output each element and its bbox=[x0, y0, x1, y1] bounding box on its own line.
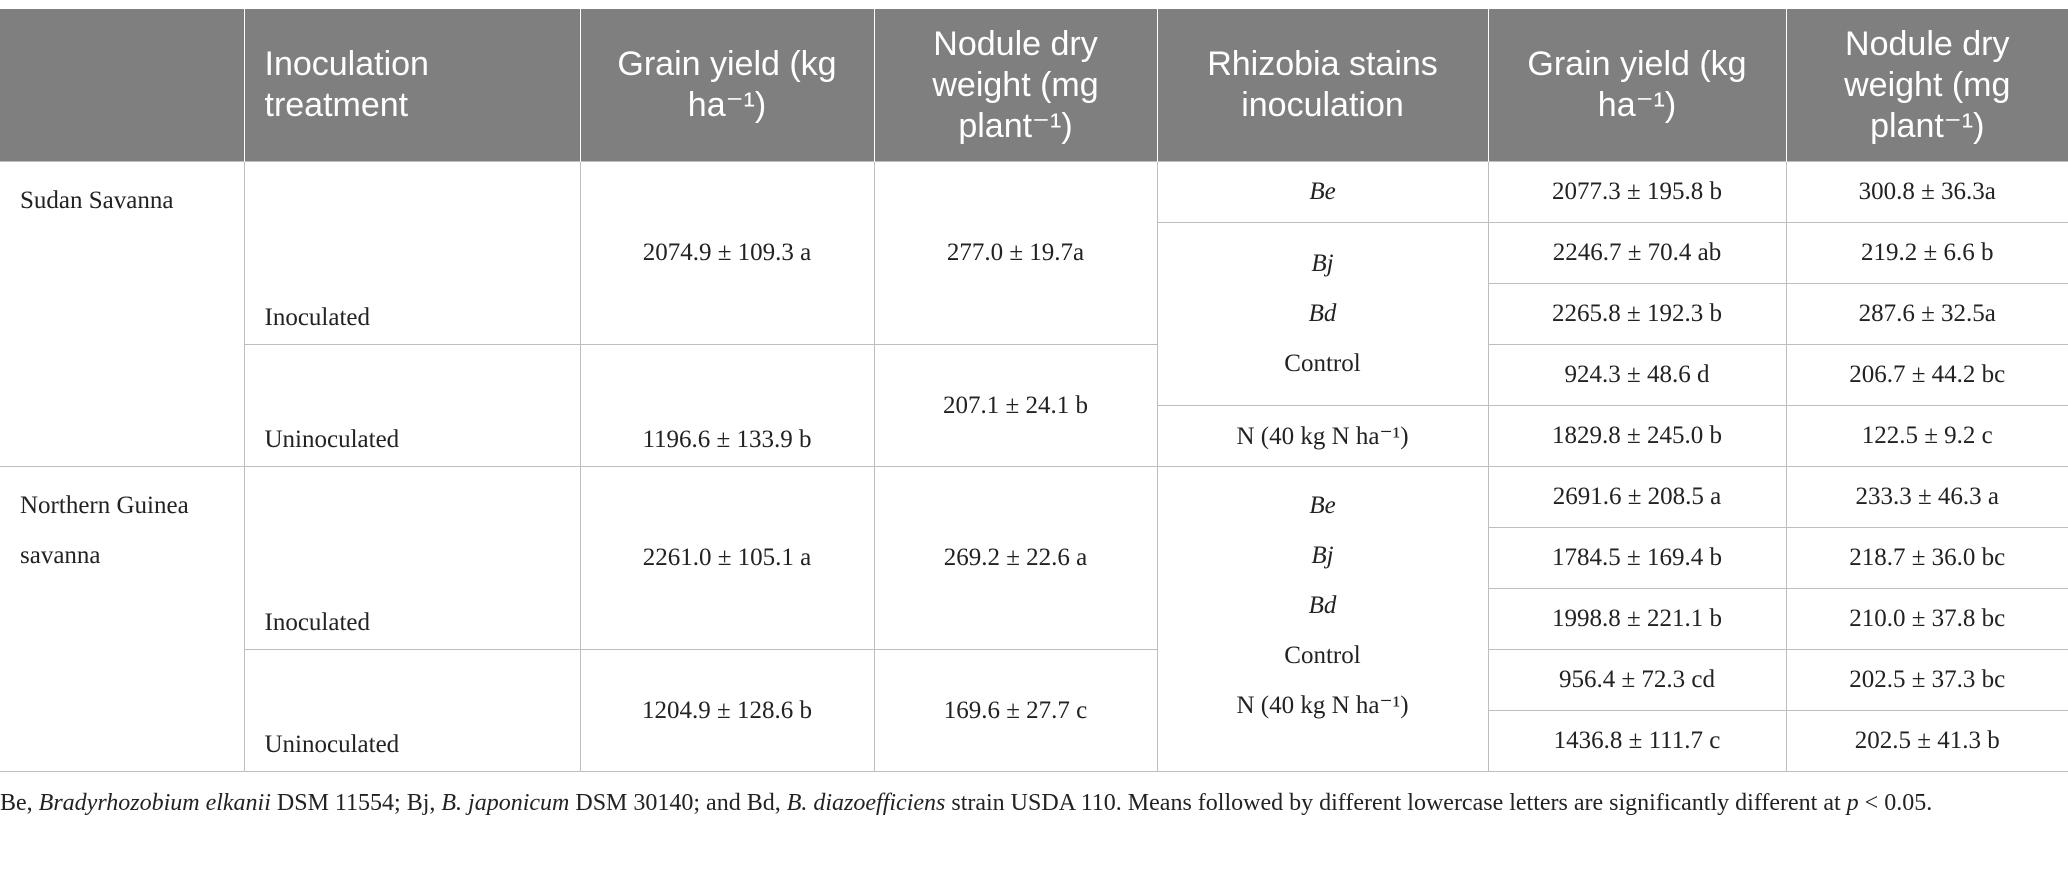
treatment: Uninoculated bbox=[244, 649, 581, 772]
grain-yield: 2074.9 ± 109.3 a bbox=[579, 161, 875, 345]
row: 2265.8 ± 192.3 b 287.6 ± 32.5a bbox=[0, 283, 2068, 345]
region: Sudan Savanna bbox=[0, 161, 245, 467]
strain: Be bbox=[1309, 492, 1336, 519]
strain-group: Bj Bd Control bbox=[1157, 222, 1489, 406]
strain: Bd bbox=[1308, 592, 1337, 619]
header-cell bbox=[0, 9, 244, 162]
region: Northern Guinea savanna bbox=[0, 466, 245, 772]
treatment: Inoculated bbox=[243, 161, 581, 345]
strain: Control bbox=[1284, 642, 1361, 669]
strain: N (40 kg N ha⁻¹) bbox=[1157, 405, 1489, 467]
grain-yield: 1204.9 ± 128.6 b bbox=[579, 649, 875, 772]
strain: N (40 kg N ha⁻¹) bbox=[1236, 692, 1409, 719]
footnote-text: DSM 30140; and Bd, bbox=[569, 790, 787, 816]
header-row: Inoculation treatment Grain yield (kg ha… bbox=[0, 9, 2068, 162]
data-table: Inoculation treatment Grain yield (kg ha… bbox=[0, 9, 2068, 772]
strain: Bj bbox=[1311, 542, 1334, 569]
nodule-weight: 269.2 ± 22.6 a bbox=[873, 466, 1158, 650]
grain-yield: 956.4 ± 72.3 cd bbox=[1487, 649, 1787, 711]
row: Uninoculated 1196.6 ± 133.9 b 207.1 ± 24… bbox=[0, 344, 2068, 467]
nodule-weight: 218.7 ± 36.0 bc bbox=[1785, 527, 2068, 589]
strain: Bd bbox=[1308, 300, 1337, 327]
footnote-text: DSM 11554; Bj, bbox=[270, 790, 442, 816]
footnote-text: strain USDA 110. Means followed by diffe… bbox=[945, 790, 1847, 816]
header-cell: Nodule dry weight (mg plant⁻¹) bbox=[1785, 9, 2068, 162]
nodule-weight: 287.6 ± 32.5a bbox=[1785, 283, 2068, 345]
header-cell: Inoculation treatment bbox=[243, 9, 580, 162]
footnote: Be, Bradyrhozobium elkanii DSM 11554; Bj… bbox=[0, 783, 2040, 823]
grain-yield: 2261.0 ± 105.1 a bbox=[579, 466, 875, 650]
nodule-weight: 219.2 ± 6.6 b bbox=[1785, 222, 2068, 284]
row: Northern Guinea savanna Inoculated 2261.… bbox=[0, 466, 2068, 772]
grain-yield: 1196.6 ± 133.9 b bbox=[579, 344, 875, 467]
strain: Be bbox=[1156, 161, 1489, 223]
grain-yield: 2077.3 ± 195.8 b bbox=[1487, 161, 1787, 223]
treatment: Inoculated bbox=[243, 466, 581, 650]
header-cell: Grain yield (kg ha⁻¹) bbox=[1487, 9, 1786, 162]
nodule-weight: 122.5 ± 9.2 c bbox=[1785, 405, 2068, 467]
row: 1784.5 ± 169.4 b 218.7 ± 36.0 bc bbox=[0, 527, 2068, 589]
grain-yield: 1998.8 ± 221.1 b bbox=[1488, 588, 1787, 650]
nodule-weight: 233.3 ± 46.3 a bbox=[1785, 466, 2068, 528]
row: Sudan Savanna Inoculated 2074.9 ± 109.3 … bbox=[0, 161, 2068, 467]
header-cell: Nodule dry weight (mg plant⁻¹) bbox=[873, 9, 1157, 162]
nodule-weight: 210.0 ± 37.8 bc bbox=[1785, 588, 2068, 650]
footnote-text: p bbox=[1846, 790, 1859, 816]
nodule-weight: 202.5 ± 41.3 b bbox=[1785, 710, 2068, 772]
row: 1436.8 ± 111.7 c 202.5 ± 41.3 b bbox=[0, 710, 2068, 772]
footnote-text: B. diazoefficiens bbox=[786, 790, 946, 816]
grain-yield: 2265.8 ± 192.3 b bbox=[1488, 283, 1787, 345]
grain-yield: 1436.8 ± 111.7 c bbox=[1488, 710, 1787, 772]
treatment: Uninoculated bbox=[244, 344, 581, 467]
nodule-weight: 300.8 ± 36.3a bbox=[1785, 161, 2068, 223]
row: 1998.8 ± 221.1 b 210.0 ± 37.8 bc bbox=[0, 588, 2068, 650]
grain-yield: 2691.6 ± 208.5 a bbox=[1487, 466, 1787, 528]
footnote-text: B. japonicum bbox=[441, 790, 570, 816]
row: N (40 kg N ha⁻¹) 1829.8 ± 245.0 b 122.5 … bbox=[0, 405, 2068, 467]
footnote-text: < 0.05. bbox=[1858, 790, 1933, 816]
row: Uninoculated 1204.9 ± 128.6 b 169.6 ± 27… bbox=[0, 649, 2068, 772]
grain-yield: 1829.8 ± 245.0 b bbox=[1487, 405, 1787, 467]
header-cell: Grain yield (kg ha⁻¹) bbox=[579, 9, 874, 162]
nodule-weight: 207.1 ± 24.1 b bbox=[873, 344, 1158, 467]
nodule-weight: 169.6 ± 27.7 c bbox=[873, 649, 1158, 772]
nodule-weight: 202.5 ± 37.3 bc bbox=[1785, 649, 2068, 711]
nodule-weight: 206.7 ± 44.2 bc bbox=[1785, 344, 2068, 406]
grain-yield: 924.3 ± 48.6 d bbox=[1487, 344, 1787, 406]
strain-group: Be Bj Bd Control N (40 kg N ha⁻¹) bbox=[1156, 466, 1489, 772]
footnote-text: Be, bbox=[0, 790, 39, 816]
header-cell: Rhizobia stains inoculation bbox=[1156, 9, 1488, 162]
grain-yield: 2246.7 ± 70.4 ab bbox=[1487, 222, 1787, 284]
strain: Bj bbox=[1311, 250, 1334, 277]
strain: Control bbox=[1284, 350, 1361, 377]
footnote-text: Bradyrhozobium elkanii bbox=[38, 790, 271, 816]
grain-yield: 1784.5 ± 169.4 b bbox=[1488, 527, 1787, 589]
nodule-weight: 277.0 ± 19.7a bbox=[873, 161, 1158, 345]
